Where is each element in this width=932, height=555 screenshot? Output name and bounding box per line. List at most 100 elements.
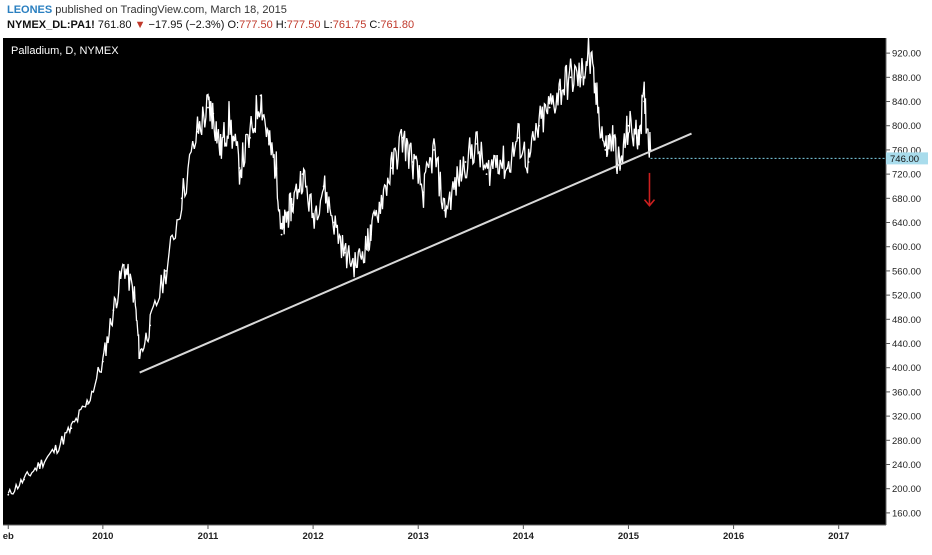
plot-background [3,38,886,525]
price-point [219,149,222,151]
quote-line: NYMEX_DL:PA1! 761.80 ▼ −17.95 (−2.3%) O:… [7,19,414,31]
symbol-label[interactable]: NYMEX_DL:PA1! [7,19,95,31]
price-point [268,142,270,145]
last-price: 761.80 [97,19,132,31]
y-tick-label: 640.00 [892,218,921,229]
price-line [7,37,652,495]
price-point [280,233,283,236]
price-level-layer: 746.00 [650,152,928,165]
price-point [149,324,152,327]
price-point [443,209,446,212]
y-tick-label: 200.00 [892,484,921,495]
price-point [412,161,414,163]
price-point [238,167,241,169]
x-tick-label: 2014 [513,531,535,542]
published-text: published on TradingView.com, March 18, … [55,4,287,16]
y-tick-label: 480.00 [892,315,921,326]
chart-area[interactable]: Palladium, D, NYMEX 920.00 880.00 840.00 80… [0,37,932,550]
price-point [517,136,519,139]
x-axis[interactable]: eb 2010 2011 2012 2013 2014 2015 2016 2017 [3,524,886,542]
y-tick-label: 720.00 [892,170,921,181]
price-point [527,161,530,163]
y-tick-label: 280.00 [892,436,921,447]
publication-line: LEONES published on TradingView.com, Mar… [7,4,287,16]
price-point [475,142,477,145]
y-tick-label: 760.00 [892,145,921,156]
x-tick-label: 2013 [408,531,429,542]
high-label: H: [275,19,287,31]
x-tick-label: 2016 [723,531,744,542]
y-tick-label: 880.00 [892,73,921,84]
open-label: O: [227,19,240,31]
price-level-badge [886,152,928,165]
price-point [643,100,646,103]
y-axis[interactable]: 920.00 880.00 840.00 800.00 760.00 720.00 680.… [885,38,921,525]
y-tick-label: 320.00 [892,412,921,423]
y-tick-label: 240.00 [892,460,921,471]
close-label: C: [369,19,381,31]
low-value: 761.75 [332,19,367,31]
price-point [180,197,183,200]
y-tick-label: 800.00 [892,121,921,132]
support-trendline [139,132,692,374]
price-point [559,88,562,91]
price-point [333,221,336,224]
author-link[interactable]: LEONES [7,4,53,16]
open-value: 777.50 [239,19,273,31]
price-point [196,130,199,133]
y-tick-label: 560.00 [892,266,921,277]
x-tick-label: 2010 [92,531,113,542]
y-tick-label: 400.00 [892,363,921,374]
price-point [619,167,621,169]
price-point [165,270,167,272]
price-point [312,215,315,218]
price-point [433,149,435,151]
price-point [370,233,372,236]
y-tick-label: 680.00 [892,194,921,205]
price-point [322,185,325,188]
price-point [506,167,509,169]
price-point [596,100,598,103]
price-point [343,251,346,254]
x-tick-label: 2017 [828,531,849,542]
y-tick-label: 520.00 [892,291,921,302]
y-tick-label: 440.00 [892,339,921,350]
price-point [569,76,572,79]
chart-title: Palladium, D, NYMEX [11,45,119,57]
price-point [285,215,288,218]
price-point [604,149,607,151]
price-point [275,167,278,169]
price-point [464,161,467,163]
price-point [138,354,141,357]
down-arrow-icon: ▼ [134,19,146,31]
price-point [496,155,498,157]
x-tick-label: eb [3,531,14,542]
price-chart[interactable]: Palladium, D, NYMEX 920.00 880.00 840.00 80… [0,37,932,550]
price-point [548,106,551,109]
price-point [291,203,293,206]
price-point [364,245,367,248]
price-point [101,360,104,363]
y-tick-label: 160.00 [892,508,921,519]
y-tick-label: 840.00 [892,97,921,108]
price-point [23,478,25,481]
price-point [38,463,41,466]
price-point [133,294,136,297]
price-series [7,37,652,496]
arrow-layer [643,172,656,207]
x-tick-label: 2012 [303,531,324,542]
price-point [587,52,590,55]
price-point [54,448,57,451]
price-point [228,118,230,121]
price-point [380,197,383,200]
price-level-label: 746.00 [890,154,919,165]
price-point [580,76,583,79]
price-point [422,191,425,194]
price-point [401,136,404,139]
price-point [249,136,251,139]
price-point [354,263,357,266]
chart-header: LEONES published on TradingView.com, Mar… [0,0,932,38]
price-point [635,136,638,139]
price-point [454,185,456,188]
x-tick-label: 2011 [198,531,219,542]
